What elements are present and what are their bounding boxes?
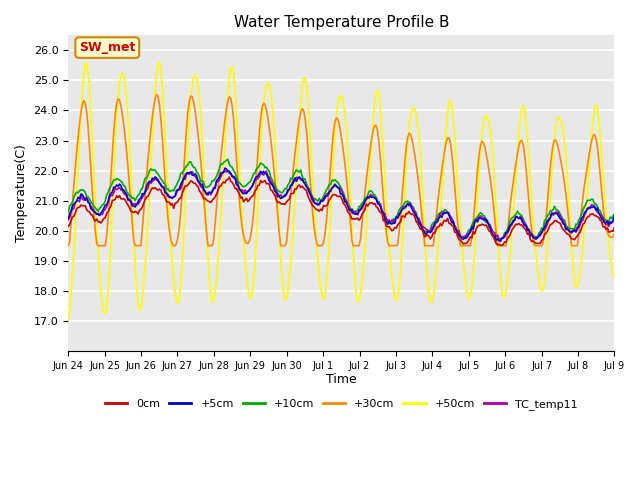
Text: SW_met: SW_met bbox=[79, 41, 136, 54]
Legend: 0cm, +5cm, +10cm, +30cm, +50cm, TC_temp11: 0cm, +5cm, +10cm, +30cm, +50cm, TC_temp1… bbox=[100, 395, 582, 415]
Title: Water Temperature Profile B: Water Temperature Profile B bbox=[234, 15, 449, 30]
Y-axis label: Temperature(C): Temperature(C) bbox=[15, 144, 28, 242]
X-axis label: Time: Time bbox=[326, 373, 356, 386]
